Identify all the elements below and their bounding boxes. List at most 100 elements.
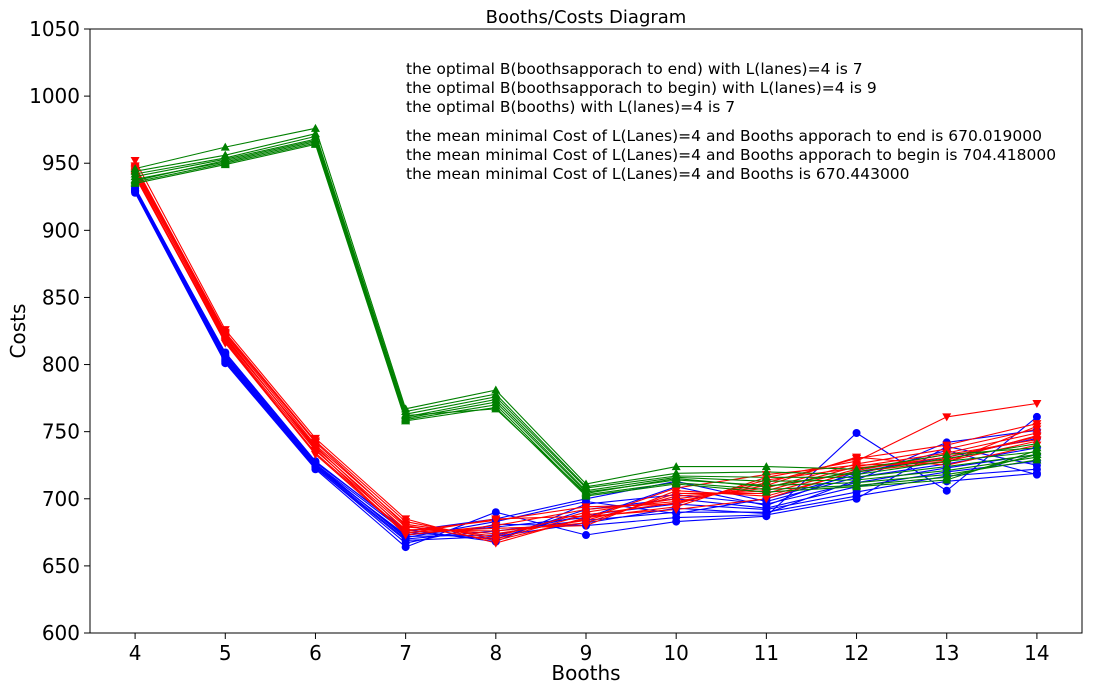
data-point <box>220 160 230 169</box>
x-axis: 4 5 6 7 8 9 10 11 12 13 14 <box>129 633 1050 665</box>
annotation-block: the optimal B(boothsapporach to end) wit… <box>406 60 1056 183</box>
data-point <box>1032 455 1042 464</box>
data-point <box>401 411 411 420</box>
data-point <box>671 474 681 483</box>
y-tick-label: 700 <box>42 487 80 511</box>
data-point <box>220 156 230 165</box>
data-point <box>671 500 681 509</box>
x-tick-label: 8 <box>489 641 502 665</box>
data-point <box>942 475 952 484</box>
annotation-mean-end: the mean minimal Cost of L(Lanes)=4 and … <box>406 127 1042 145</box>
data-point <box>762 509 771 518</box>
data-point <box>761 487 771 496</box>
y-tick-label: 1000 <box>29 84 80 108</box>
data-point <box>491 536 501 545</box>
annotation-mean-begin: the mean minimal Cost of L(Lanes)=4 and … <box>406 146 1056 164</box>
data-point <box>671 462 681 471</box>
y-tick-label: 950 <box>42 151 80 175</box>
data-point <box>1032 470 1041 479</box>
data-point <box>220 335 230 344</box>
data-point <box>491 522 501 531</box>
data-point <box>761 462 771 471</box>
data-point <box>582 531 590 540</box>
data-point <box>761 482 771 491</box>
data-point <box>401 522 411 531</box>
data-point <box>581 515 591 524</box>
data-point <box>401 530 411 539</box>
x-tick-label: 10 <box>663 641 688 665</box>
y-axis-label: Costs <box>6 304 30 359</box>
data-point <box>581 503 591 512</box>
series-layer <box>130 123 1042 552</box>
y-tick-label: 800 <box>42 353 80 377</box>
annotation-optimal-end: the optimal B(boothsapporach to end) wit… <box>406 60 863 78</box>
x-tick-label: 14 <box>1024 641 1049 665</box>
series-line <box>134 143 1038 497</box>
data-point <box>671 506 681 515</box>
data-point <box>310 123 320 132</box>
data-point <box>130 176 140 185</box>
data-point <box>310 442 320 451</box>
data-point <box>761 476 771 485</box>
series-line <box>134 171 1038 532</box>
data-point <box>1032 432 1042 441</box>
data-point <box>581 488 591 497</box>
data-point <box>852 429 861 438</box>
x-tick-label: 9 <box>580 641 593 665</box>
y-axis: 600 650 700 750 800 850 900 950 1000 1050 <box>29 17 90 645</box>
data-point <box>220 339 230 348</box>
data-point <box>942 466 952 475</box>
data-point <box>942 413 952 422</box>
data-point <box>762 501 771 510</box>
annotation-optimal-booths: the optimal B(booths) with L(lanes)=4 is… <box>406 98 735 116</box>
data-point <box>942 441 952 450</box>
series-line <box>135 135 1037 489</box>
series-line <box>135 133 1037 488</box>
y-tick-label: 750 <box>42 420 80 444</box>
data-point <box>1032 449 1042 458</box>
data-point <box>130 157 140 166</box>
data-point <box>1032 439 1042 448</box>
data-point <box>581 522 591 531</box>
data-point <box>491 508 500 517</box>
y-tick-label: 900 <box>42 218 80 242</box>
data-point <box>1032 422 1042 431</box>
data-point <box>491 385 501 394</box>
data-point <box>671 479 681 488</box>
data-point <box>942 462 952 471</box>
data-point <box>310 139 320 148</box>
data-point <box>942 454 952 463</box>
data-point <box>491 515 501 524</box>
y-tick-label: 850 <box>42 285 80 309</box>
data-point <box>761 495 771 504</box>
data-point <box>220 330 230 339</box>
data-point <box>942 449 952 458</box>
data-point <box>852 467 862 476</box>
data-point <box>1032 399 1042 408</box>
x-tick-label: 4 <box>129 641 142 665</box>
data-point <box>310 135 320 144</box>
x-tick-label: 13 <box>934 641 959 665</box>
series-line <box>134 175 1038 532</box>
annotation-optimal-begin: the optimal B(boothsapporach to begin) w… <box>406 79 877 97</box>
data-point <box>131 186 140 195</box>
x-tick-label: 6 <box>309 641 322 665</box>
y-tick-label: 600 <box>42 621 80 645</box>
plot-frame <box>89 28 1083 634</box>
y-tick-label: 1050 <box>29 17 80 41</box>
annotation-mean-booths: the mean minimal Cost of L(Lanes)=4 and … <box>406 165 910 183</box>
data-point <box>852 453 862 462</box>
chart-title: Booths/Costs Diagram <box>486 7 687 28</box>
data-point <box>761 472 771 481</box>
x-tick-label: 11 <box>754 641 779 665</box>
series-line <box>134 139 1037 494</box>
data-point <box>1032 412 1041 421</box>
x-tick-label: 12 <box>844 641 869 665</box>
data-point <box>491 404 501 413</box>
series-line <box>134 138 1037 492</box>
data-point <box>852 482 862 491</box>
data-point <box>220 142 230 151</box>
x-axis-label: Booths <box>551 661 620 685</box>
data-point <box>310 438 320 447</box>
